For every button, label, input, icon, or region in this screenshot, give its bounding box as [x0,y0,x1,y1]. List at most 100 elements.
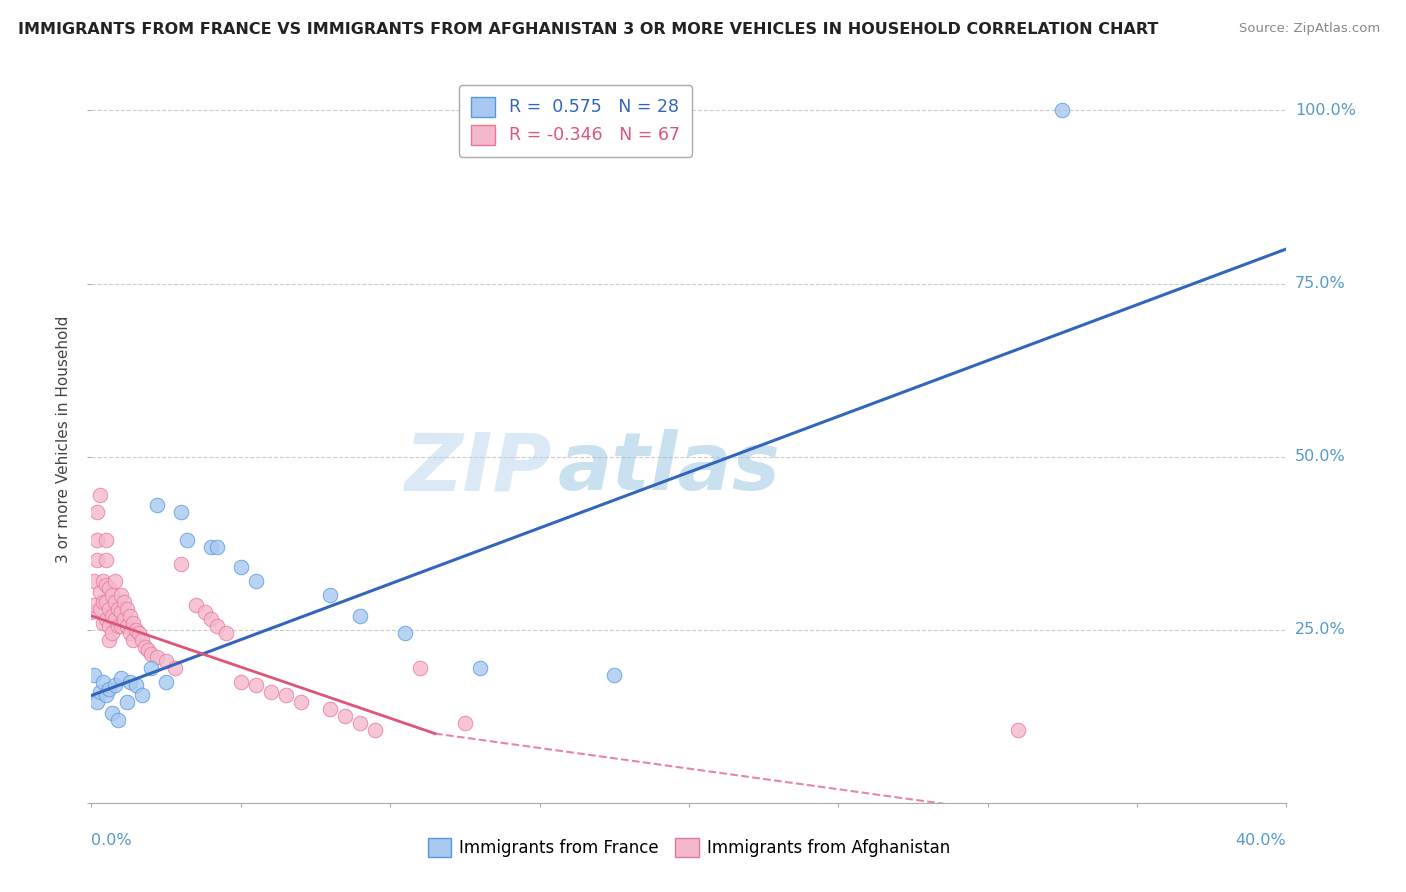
Point [104,574,127,589]
Point [120,608,142,623]
Point [83,599,105,613]
Point [86,553,108,567]
Point [245,574,267,589]
Legend: Immigrants from France, Immigrants from Afghanistan: Immigrants from France, Immigrants from … [420,831,957,863]
Point [128,626,150,640]
Point [349,608,371,623]
Point [83,574,105,589]
Point [131,633,153,648]
Point [245,678,267,692]
Y-axis label: 3 or more Vehicles in Household: 3 or more Vehicles in Household [56,316,72,563]
Point [454,716,477,731]
Point [120,674,142,689]
Point [101,608,124,623]
Point [259,685,281,699]
Point [122,633,145,648]
Point [104,595,127,609]
Text: 100.0%: 100.0% [1295,103,1355,118]
Point [131,689,153,703]
Point [134,640,156,654]
Point [98,681,121,696]
Point [112,612,135,626]
Point [107,713,129,727]
Point [110,619,132,633]
Point [136,643,159,657]
Text: 50.0%: 50.0% [1295,449,1346,464]
Point [86,695,108,709]
Point [83,667,105,681]
Text: Source: ZipAtlas.com: Source: ZipAtlas.com [1240,22,1381,36]
Point [205,619,228,633]
Point [101,706,124,720]
Point [89,584,111,599]
Point [215,626,238,640]
Point [115,602,138,616]
Point [229,560,252,574]
Point [205,540,228,554]
Point [274,689,297,703]
Point [98,581,121,595]
Point [146,498,169,512]
Text: 0.0%: 0.0% [91,833,132,848]
Point [115,619,138,633]
Text: 25.0%: 25.0% [1295,623,1346,637]
Point [141,647,163,661]
Point [335,709,357,723]
Point [96,578,118,592]
Point [364,723,387,737]
Point [101,626,124,640]
Point [229,674,252,689]
Point [170,505,193,519]
Point [98,633,121,648]
Point [184,599,207,613]
Point [93,615,115,630]
Point [141,661,163,675]
Point [98,619,121,633]
Point [120,626,142,640]
Point [125,623,148,637]
Point [80,606,103,620]
Point [1052,103,1074,118]
Text: 75.0%: 75.0% [1295,276,1346,291]
Point [125,678,148,692]
Point [394,626,416,640]
Point [86,505,108,519]
Text: IMMIGRANTS FROM FRANCE VS IMMIGRANTS FROM AFGHANISTAN 3 OR MORE VEHICLES IN HOUS: IMMIGRANTS FROM FRANCE VS IMMIGRANTS FRO… [18,22,1159,37]
Point [86,533,108,547]
Text: 40.0%: 40.0% [1236,833,1286,848]
Point [110,671,132,685]
Point [290,695,312,709]
Point [319,702,342,716]
Point [194,606,217,620]
Point [96,689,118,703]
Point [104,612,127,626]
Point [200,540,222,554]
Point [93,574,115,589]
Point [146,650,169,665]
Point [170,557,193,571]
Point [349,716,371,731]
Point [200,612,222,626]
Point [155,654,177,668]
Text: ZIP: ZIP [404,429,551,508]
Point [104,678,127,692]
Point [603,667,626,681]
Point [93,595,115,609]
Point [1007,723,1029,737]
Point [122,615,145,630]
Point [96,553,118,567]
Point [98,602,121,616]
Point [409,661,432,675]
Point [176,533,198,547]
Point [319,588,342,602]
Point [110,606,132,620]
Point [112,595,135,609]
Point [96,533,118,547]
Point [468,661,491,675]
Point [107,602,129,616]
Point [163,661,186,675]
Point [110,588,132,602]
Point [107,619,129,633]
Point [115,695,138,709]
Point [89,488,111,502]
